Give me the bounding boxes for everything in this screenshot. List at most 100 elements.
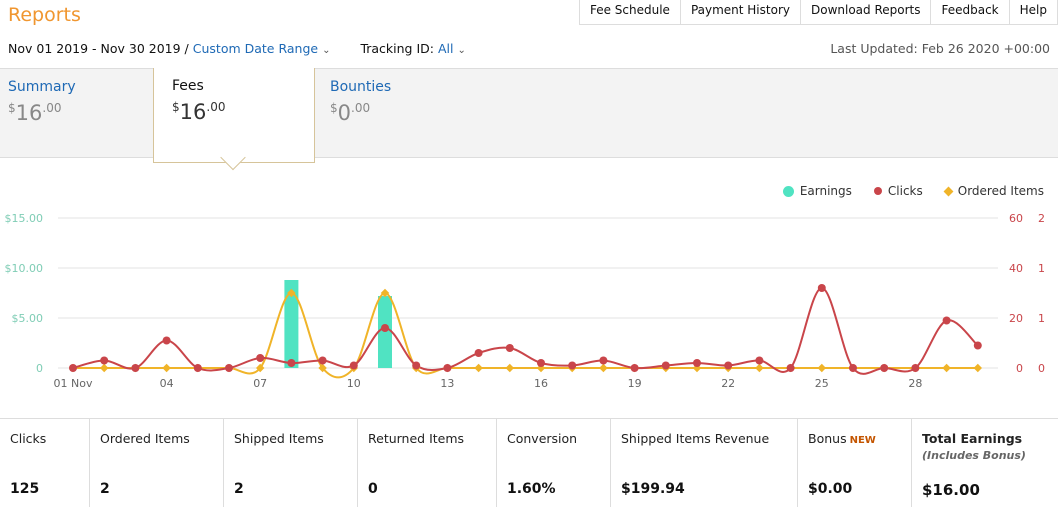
- stat-label: Returned Items: [368, 431, 465, 446]
- clicks-point: [381, 324, 389, 332]
- legend-clicks[interactable]: Clicks: [873, 184, 923, 198]
- x-tick-label: 19: [628, 377, 642, 390]
- clicks-point: [693, 359, 701, 367]
- ordered-items-swatch: [943, 186, 954, 196]
- clicks-point: [599, 356, 608, 365]
- stat-value: $16.00: [922, 481, 980, 499]
- ordered-items-line: [73, 291, 978, 379]
- tab-label: Bounties: [330, 79, 392, 95]
- chart-legend: Earnings Clicks Ordered Items: [782, 184, 1044, 198]
- chevron-down-icon[interactable]: ⌄: [457, 45, 466, 56]
- stat-value: $199.94: [621, 481, 685, 497]
- clicks-point: [287, 359, 296, 367]
- earnings-bar: [284, 280, 299, 368]
- x-tick-label: 22: [721, 377, 735, 390]
- stat-value: 0: [368, 481, 378, 497]
- ordered-items-point: [380, 288, 390, 298]
- y-right-tick-label: 2: [1038, 212, 1045, 225]
- clicks-point: [880, 364, 889, 372]
- legend-earnings[interactable]: Earnings: [782, 184, 852, 198]
- clicks-point: [69, 364, 77, 372]
- clicks-point: [755, 356, 764, 365]
- stat-shipped-items: Shipped Items 2: [224, 419, 358, 507]
- legend-label: Earnings: [799, 184, 852, 198]
- stat-label: Clicks: [10, 431, 47, 446]
- last-updated-text: Last Updated: Feb 26 2020 +00:00: [830, 41, 1050, 56]
- clicks-point: [661, 361, 670, 370]
- ordered-items-point: [599, 363, 608, 373]
- x-tick-label: 16: [534, 377, 548, 390]
- y-left-tick-label: $15.00: [5, 212, 44, 225]
- stat-label: Conversion: [507, 431, 578, 446]
- clicks-point: [412, 361, 421, 370]
- clicks-point: [349, 361, 358, 370]
- stat-sublabel: (Includes Bonus): [922, 449, 1026, 462]
- new-badge: NEW: [849, 435, 876, 446]
- ordered-items-point: [817, 363, 827, 373]
- legend-label: Ordered Items: [957, 184, 1044, 198]
- y-left-tick-label: $5.00: [12, 312, 44, 325]
- clicks-point: [505, 344, 514, 352]
- tab-amount: $16.00: [8, 101, 62, 125]
- ordered-items-point: [942, 363, 951, 373]
- help-link[interactable]: Help: [1009, 0, 1058, 25]
- stat-value: 2: [234, 481, 244, 497]
- y-right-tick-label: 0: [1038, 362, 1045, 375]
- stat-label: Shipped Items: [234, 431, 324, 446]
- clicks-line: [72, 286, 979, 375]
- y-left-tick-label: $10.00: [5, 262, 44, 275]
- ordered-items-point: [162, 363, 171, 373]
- earnings-chart: 0 0 0 $5.00 20 1 $10.00 40 1 $15.00 60 2 01 Nov 04 07 1…: [5, 212, 1046, 390]
- x-tick-label: 28: [908, 377, 922, 390]
- y-mid-tick-label: 0: [1016, 362, 1023, 375]
- ordered-items-point: [255, 363, 265, 373]
- clicks-point: [786, 364, 795, 372]
- stat-total-earnings: Total Earnings (Includes Bonus) $16.00: [912, 419, 1058, 507]
- ordered-items-point: [318, 363, 327, 373]
- payment-history-link[interactable]: Payment History: [680, 0, 801, 25]
- tracking-id-label: Tracking ID:: [360, 41, 434, 56]
- stat-label: Shipped Items Revenue: [621, 431, 770, 446]
- x-tick-label: 07: [253, 377, 267, 390]
- ordered-items-point: [287, 288, 296, 298]
- y-right-tick-label: 1: [1038, 312, 1045, 325]
- y-mid-tick-label: 20: [1009, 312, 1023, 325]
- feedback-link[interactable]: Feedback: [931, 0, 1010, 25]
- tracking-id-dropdown[interactable]: All: [437, 41, 454, 56]
- ordered-items-point: [755, 363, 764, 373]
- stat-value: 125: [10, 481, 40, 497]
- x-tick-label: 10: [347, 377, 361, 390]
- y-mid-tick-label: 60: [1009, 212, 1023, 225]
- clicks-point: [537, 359, 545, 367]
- stat-ordered-items: Ordered Items 2: [90, 419, 224, 507]
- stat-label: Bonus NEW: [808, 431, 876, 446]
- tab-label: Summary: [8, 79, 76, 95]
- clicks-swatch: [873, 187, 882, 195]
- clicks-point: [817, 284, 826, 292]
- custom-date-range-dropdown[interactable]: Custom Date Range: [192, 41, 319, 56]
- summary-tabs: Summary $16.00 Fees $16.00 Bounties $0.0…: [0, 68, 1058, 163]
- tab-amount: $16.00: [172, 100, 226, 124]
- clicks-point: [162, 336, 171, 345]
- clicks-point: [225, 364, 233, 372]
- stat-value: 2: [100, 481, 110, 497]
- download-reports-link[interactable]: Download Reports: [800, 0, 932, 25]
- ordered-items-point: [474, 363, 483, 373]
- chevron-down-icon[interactable]: ⌄: [322, 45, 331, 56]
- stat-label: Total Earnings: [922, 431, 1023, 446]
- clicks-point: [474, 349, 483, 357]
- date-range-text: Nov 01 2019 - Nov 30 2019 /: [8, 41, 189, 56]
- fee-schedule-link[interactable]: Fee Schedule: [579, 0, 681, 25]
- stat-value: 1.60%: [507, 481, 556, 497]
- x-tick-label: 13: [440, 377, 454, 390]
- tab-label: Fees: [172, 78, 204, 94]
- tab-bounties[interactable]: Bounties $0.00: [322, 69, 482, 159]
- clicks-point: [131, 364, 140, 372]
- clicks-point: [911, 364, 920, 372]
- ordered-items-point: [973, 363, 983, 373]
- tab-summary[interactable]: Summary $16.00: [0, 69, 152, 159]
- legend-ordered-items[interactable]: Ordered Items: [943, 184, 1044, 198]
- tab-amount: $0.00: [330, 101, 371, 125]
- clicks-point: [256, 354, 265, 362]
- x-tick-label: 04: [160, 377, 174, 390]
